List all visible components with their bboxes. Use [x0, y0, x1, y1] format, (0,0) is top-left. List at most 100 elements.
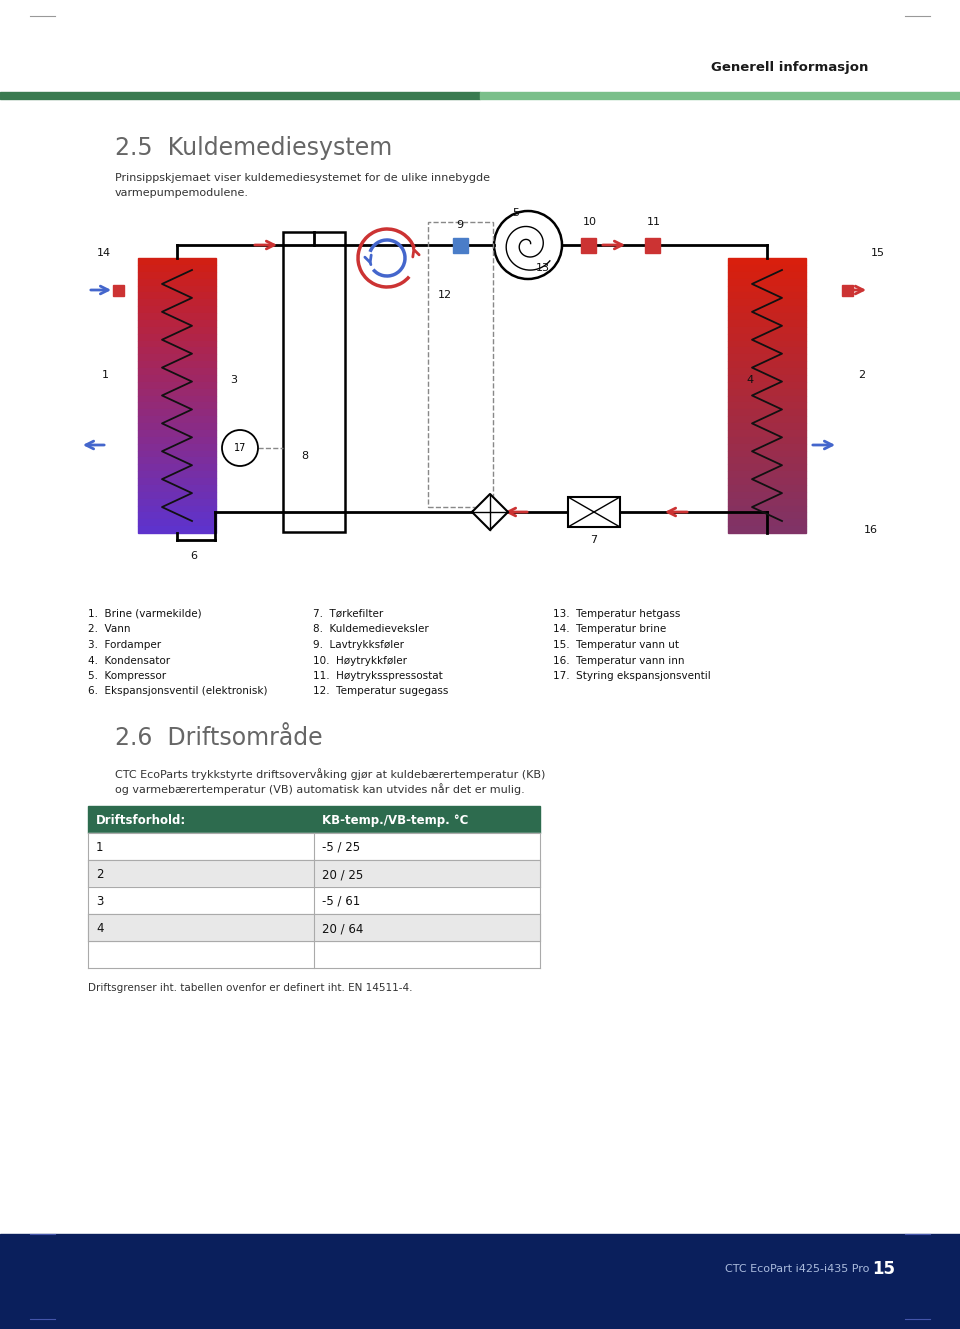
Bar — [728, 416, 806, 423]
Text: -5 / 25: -5 / 25 — [322, 841, 360, 855]
Text: 1: 1 — [102, 369, 108, 380]
Bar — [728, 388, 806, 396]
Text: 1.  Brine (varmekilde): 1. Brine (varmekilde) — [88, 609, 202, 619]
Bar — [728, 327, 806, 334]
Bar — [728, 299, 806, 306]
Bar — [728, 355, 806, 361]
Bar — [728, 271, 806, 279]
Text: 2.6  Driftsområde: 2.6 Driftsområde — [115, 726, 323, 750]
Text: KB-temp./VB-temp. °C: KB-temp./VB-temp. °C — [322, 813, 468, 827]
Bar — [728, 505, 806, 513]
Bar — [138, 314, 216, 320]
Bar — [728, 485, 806, 492]
Bar — [138, 396, 216, 403]
Text: 12: 12 — [438, 290, 452, 300]
Text: Driftsforhold:: Driftsforhold: — [96, 813, 186, 827]
Bar — [728, 520, 806, 526]
Text: 2.  Vann: 2. Vann — [88, 625, 131, 634]
Text: 4: 4 — [96, 922, 104, 936]
Bar — [138, 340, 216, 347]
Bar — [452, 238, 468, 253]
Bar — [138, 403, 216, 409]
Bar — [138, 429, 216, 437]
Bar — [728, 492, 806, 498]
Bar — [728, 381, 806, 388]
Bar — [138, 368, 216, 375]
Bar — [728, 444, 806, 451]
Text: varmepumpemodulene.: varmepumpemodulene. — [115, 187, 249, 198]
Text: 4.  Kondensator: 4. Kondensator — [88, 655, 170, 666]
Bar — [138, 478, 216, 485]
Text: 15: 15 — [871, 249, 885, 258]
Bar — [728, 451, 806, 457]
Text: 6: 6 — [190, 552, 198, 561]
Bar — [138, 279, 216, 286]
Bar — [138, 498, 216, 505]
Bar — [728, 320, 806, 327]
Bar — [728, 334, 806, 340]
Text: 6.  Ekspansjonsventil (elektronisk): 6. Ekspansjonsventil (elektronisk) — [88, 687, 268, 696]
Bar — [138, 505, 216, 513]
Bar — [138, 464, 216, 470]
Bar — [88, 860, 540, 886]
Bar — [480, 92, 960, 98]
Bar — [728, 478, 806, 485]
Bar — [283, 233, 345, 532]
Bar — [138, 271, 216, 279]
Bar — [138, 381, 216, 388]
Bar — [138, 375, 216, 381]
Text: 15: 15 — [872, 1260, 895, 1278]
Bar — [138, 526, 216, 533]
Bar — [138, 388, 216, 396]
Text: 11: 11 — [647, 217, 661, 227]
Bar — [138, 409, 216, 416]
Bar — [138, 320, 216, 327]
Bar — [728, 258, 806, 264]
Bar — [728, 403, 806, 409]
Text: 20 / 25: 20 / 25 — [322, 868, 363, 881]
Bar — [728, 526, 806, 533]
Text: Prinsippskjemaet viser kuldemediesystemet for de ulike innebygde: Prinsippskjemaet viser kuldemediesysteme… — [115, 173, 490, 183]
Text: 5: 5 — [513, 209, 519, 218]
Bar — [728, 437, 806, 444]
Polygon shape — [472, 494, 508, 530]
Text: og varmebærertemperatur (VB) automatisk kan utvides når det er mulig.: og varmebærertemperatur (VB) automatisk … — [115, 783, 525, 795]
Text: 3: 3 — [230, 375, 237, 385]
Text: 9.  Lavtrykksføler: 9. Lavtrykksføler — [313, 641, 404, 650]
Bar — [138, 264, 216, 271]
Bar — [728, 498, 806, 505]
Bar — [138, 416, 216, 423]
Text: 4: 4 — [747, 375, 754, 385]
Text: 14.  Temperatur brine: 14. Temperatur brine — [553, 625, 666, 634]
Text: Generell informasjon: Generell informasjon — [711, 61, 869, 74]
Bar — [728, 306, 806, 314]
Text: CTC EcoParts trykkstyrte driftsovervåking gjør at kuldebærertemperatur (KB): CTC EcoParts trykkstyrte driftsovervåkin… — [115, 768, 545, 780]
Text: 3: 3 — [96, 894, 104, 908]
Text: 7.  Tørkefilter: 7. Tørkefilter — [313, 609, 383, 619]
Text: 17.  Styring ekspansjonsventil: 17. Styring ekspansjonsventil — [553, 671, 710, 680]
Bar — [728, 513, 806, 520]
Text: 8.  Kuldemedieveksler: 8. Kuldemedieveksler — [313, 625, 429, 634]
Bar — [138, 327, 216, 334]
Bar — [728, 286, 806, 292]
Text: 2: 2 — [858, 369, 866, 380]
Text: 10: 10 — [583, 217, 597, 227]
Bar — [138, 444, 216, 451]
Bar — [88, 914, 540, 941]
Bar — [728, 409, 806, 416]
Bar — [728, 264, 806, 271]
Bar — [138, 361, 216, 368]
Bar — [728, 347, 806, 355]
Text: 11.  Høytryksspressostat: 11. Høytryksspressostat — [313, 671, 443, 680]
Text: 1: 1 — [96, 841, 104, 855]
Bar — [138, 437, 216, 444]
Text: 20 / 64: 20 / 64 — [322, 922, 364, 936]
Text: 14: 14 — [97, 249, 111, 258]
Bar — [728, 314, 806, 320]
Bar — [728, 470, 806, 478]
Bar — [728, 429, 806, 437]
Bar — [138, 292, 216, 299]
Bar — [138, 334, 216, 340]
Bar — [138, 423, 216, 429]
Text: 17: 17 — [234, 443, 246, 453]
